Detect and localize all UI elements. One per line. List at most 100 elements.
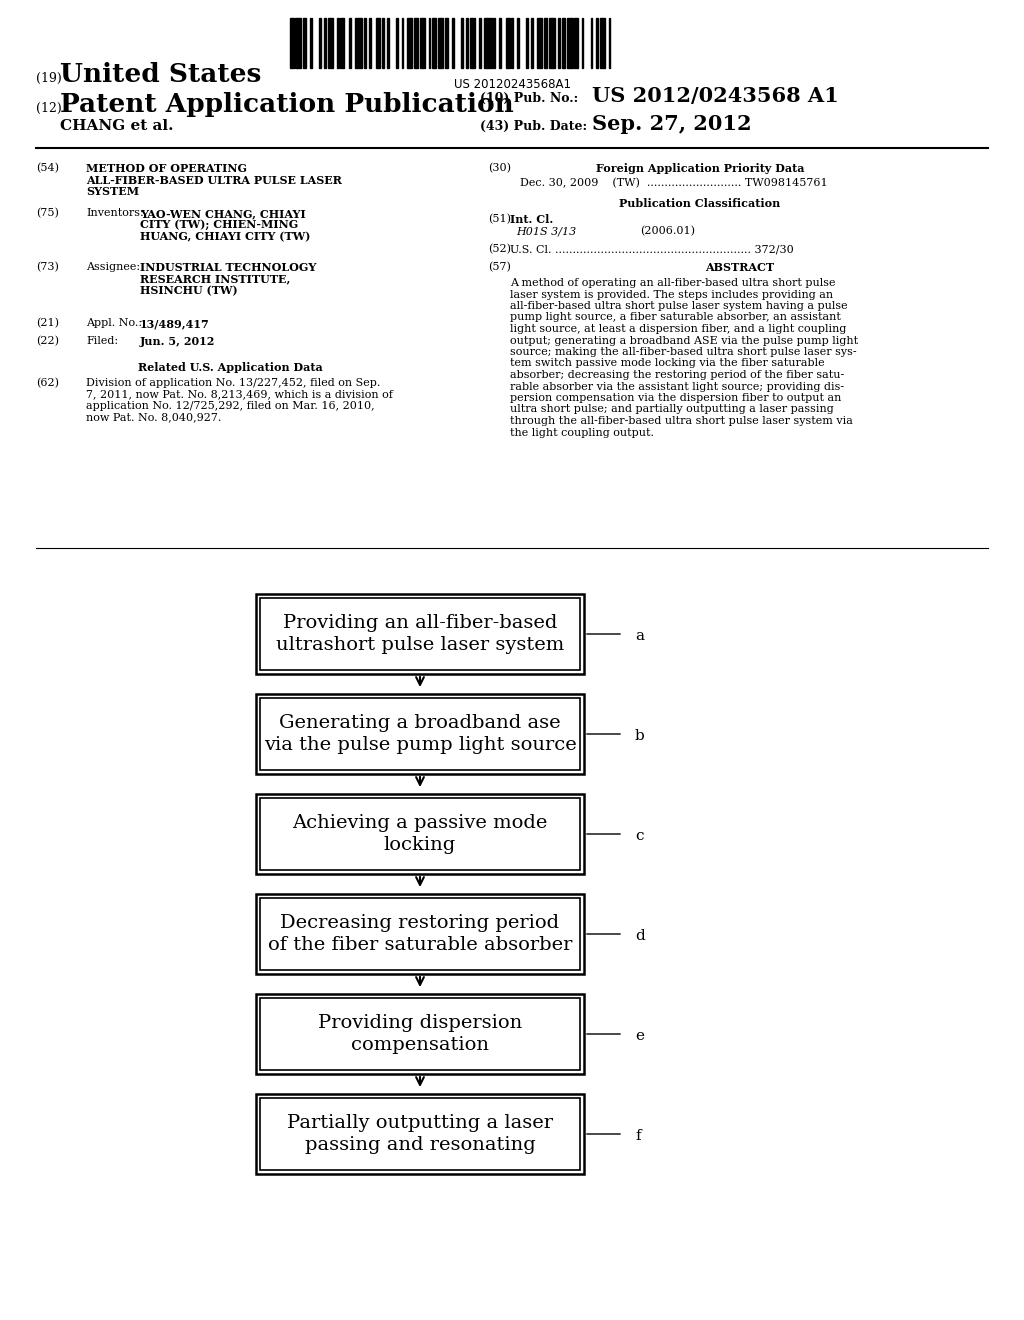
Bar <box>517 18 518 69</box>
Bar <box>364 18 366 69</box>
Text: (12): (12) <box>36 102 61 115</box>
Text: absorber; decreasing the restoring period of the fiber satu-: absorber; decreasing the restoring perio… <box>510 370 844 380</box>
Bar <box>558 18 560 69</box>
Bar <box>328 18 333 69</box>
Bar <box>544 18 548 69</box>
Text: Sep. 27, 2012: Sep. 27, 2012 <box>592 114 752 135</box>
Text: Int. Cl.: Int. Cl. <box>510 214 553 224</box>
Bar <box>354 18 362 69</box>
Text: b: b <box>635 729 645 743</box>
Bar <box>407 18 413 69</box>
Text: (62): (62) <box>36 378 59 388</box>
Bar <box>382 18 384 69</box>
Text: Inventors:: Inventors: <box>86 209 143 218</box>
Bar <box>444 18 449 69</box>
Text: d: d <box>635 929 645 942</box>
Text: ABSTRACT: ABSTRACT <box>706 261 774 273</box>
Bar <box>562 18 565 69</box>
Bar <box>256 1094 584 1173</box>
Bar <box>260 799 580 870</box>
Text: a: a <box>635 630 644 643</box>
Bar <box>370 18 371 69</box>
Text: 13/489,417: 13/489,417 <box>140 318 210 329</box>
Text: light source, at least a dispersion fiber, and a light coupling: light source, at least a dispersion fibe… <box>510 323 847 334</box>
Bar <box>377 18 380 69</box>
Bar <box>461 18 463 69</box>
Bar <box>318 18 321 69</box>
Bar <box>600 18 605 69</box>
Text: US 20120243568A1: US 20120243568A1 <box>454 78 570 91</box>
Bar <box>437 18 443 69</box>
Bar <box>396 18 398 69</box>
Bar <box>452 18 454 69</box>
Text: (22): (22) <box>36 337 59 346</box>
Bar <box>256 994 584 1074</box>
Text: (51): (51) <box>488 214 511 224</box>
Text: Patent Application Publication: Patent Application Publication <box>60 92 514 117</box>
Bar <box>484 18 492 69</box>
Bar <box>295 18 301 69</box>
Text: through the all-fiber-based ultra short pulse laser system via: through the all-fiber-based ultra short … <box>510 416 853 426</box>
Bar <box>256 594 584 675</box>
Bar <box>256 894 584 974</box>
Text: the light coupling output.: the light coupling output. <box>510 428 654 437</box>
Text: ultra short pulse; and partially outputting a laser passing: ultra short pulse; and partially outputt… <box>510 404 834 414</box>
Text: all-fiber-based ultra short pulse laser system having a pulse: all-fiber-based ultra short pulse laser … <box>510 301 848 312</box>
Bar <box>310 18 311 69</box>
Bar <box>387 18 389 69</box>
Text: U.S. Cl. ........................................................ 372/30: U.S. Cl. ...............................… <box>510 244 794 253</box>
Text: YAO-WEN CHANG, CHIAYI: YAO-WEN CHANG, CHIAYI <box>140 209 306 219</box>
Text: application No. 12/725,292, filed on Mar. 16, 2010,: application No. 12/725,292, filed on Mar… <box>86 401 375 411</box>
Bar <box>596 18 598 69</box>
Text: Appl. No.:: Appl. No.: <box>86 318 142 327</box>
Bar <box>582 18 584 69</box>
Text: (52): (52) <box>488 244 511 255</box>
Text: tem switch passive mode locking via the fiber saturable: tem switch passive mode locking via the … <box>510 359 824 368</box>
Text: CITY (TW); CHIEN-MING: CITY (TW); CHIEN-MING <box>140 219 298 231</box>
Text: Achieving a passive mode
locking: Achieving a passive mode locking <box>292 813 548 854</box>
Text: CHANG et al.: CHANG et al. <box>60 119 173 133</box>
Bar <box>574 18 578 69</box>
Bar <box>470 18 475 69</box>
Bar <box>260 998 580 1071</box>
Text: e: e <box>635 1030 644 1043</box>
Text: A method of operating an all-fiber-based ultra short pulse: A method of operating an all-fiber-based… <box>510 279 836 288</box>
Text: (57): (57) <box>488 261 511 272</box>
Text: United States: United States <box>60 62 261 87</box>
Text: Generating a broadband ase
via the pulse pump light source: Generating a broadband ase via the pulse… <box>263 714 577 755</box>
Bar <box>591 18 593 69</box>
Bar <box>567 18 572 69</box>
Bar <box>499 18 501 69</box>
Text: Assignee:: Assignee: <box>86 261 140 272</box>
Text: pump light source, a fiber saturable absorber, an assistant: pump light source, a fiber saturable abs… <box>510 313 841 322</box>
Text: 7, 2011, now Pat. No. 8,213,469, which is a division of: 7, 2011, now Pat. No. 8,213,469, which i… <box>86 389 393 400</box>
Bar <box>420 18 425 69</box>
Bar <box>511 18 513 69</box>
Bar <box>303 18 306 69</box>
Text: now Pat. No. 8,040,927.: now Pat. No. 8,040,927. <box>86 412 221 422</box>
Bar <box>401 18 403 69</box>
Text: HSINCHU (TW): HSINCHU (TW) <box>140 285 238 296</box>
Bar <box>479 18 481 69</box>
Text: f: f <box>635 1129 641 1143</box>
Bar <box>340 18 344 69</box>
Bar <box>260 1098 580 1170</box>
Text: source; making the all-fiber-based ultra short pulse laser sys-: source; making the all-fiber-based ultra… <box>510 347 857 356</box>
Text: (19): (19) <box>36 73 61 84</box>
Text: H01S 3/13: H01S 3/13 <box>516 226 577 236</box>
Text: US 2012/0243568 A1: US 2012/0243568 A1 <box>592 86 839 106</box>
Bar <box>260 898 580 970</box>
Bar <box>260 598 580 671</box>
Bar <box>414 18 418 69</box>
Text: Division of application No. 13/227,452, filed on Sep.: Division of application No. 13/227,452, … <box>86 378 380 388</box>
Bar <box>260 698 580 770</box>
Bar <box>337 18 339 69</box>
Bar <box>525 18 527 69</box>
Text: output; generating a broadband ASE via the pulse pump light: output; generating a broadband ASE via t… <box>510 335 858 346</box>
Bar <box>531 18 534 69</box>
Text: METHOD OF OPERATING: METHOD OF OPERATING <box>86 162 247 174</box>
Text: (75): (75) <box>36 209 58 218</box>
Bar <box>290 18 294 69</box>
Text: (30): (30) <box>488 162 511 173</box>
Text: (54): (54) <box>36 162 59 173</box>
